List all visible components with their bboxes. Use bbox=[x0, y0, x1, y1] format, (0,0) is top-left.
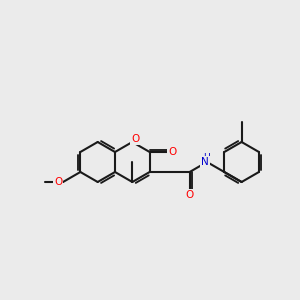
Text: O: O bbox=[185, 190, 194, 200]
Text: O: O bbox=[131, 134, 140, 144]
Text: H: H bbox=[204, 152, 210, 161]
Text: N: N bbox=[201, 157, 209, 167]
Text: O: O bbox=[169, 147, 177, 157]
Text: O: O bbox=[54, 177, 62, 187]
